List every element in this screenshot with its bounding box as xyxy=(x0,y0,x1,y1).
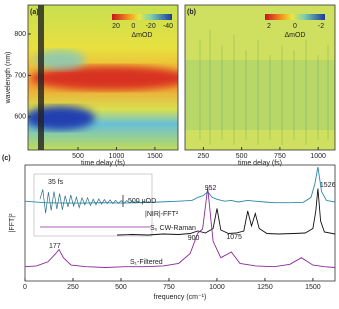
annotation: 35 fs xyxy=(48,179,64,186)
colorbar-a xyxy=(112,14,172,20)
colorbar-tick-label: -40 xyxy=(163,23,173,30)
frame-c xyxy=(24,164,336,282)
inset-trace xyxy=(39,189,150,214)
colorbar-tick-label: -20 xyxy=(146,23,156,30)
x-axis-label: time delay (fs) xyxy=(81,160,125,167)
annotation: 900 xyxy=(188,235,200,242)
x-tick-label: 1000 xyxy=(209,284,225,291)
spectrum xyxy=(117,188,336,236)
x-tick-label: 1000 xyxy=(310,153,326,160)
inset-frame xyxy=(33,173,153,237)
x-tick-label: 250 xyxy=(198,153,210,160)
x-axis-label: time delay (fs) xyxy=(238,160,282,167)
y-axis-label: |FFT|² xyxy=(9,213,16,232)
y-tick-label: 800 xyxy=(14,31,26,38)
x-axis-label: frequency (cm⁻¹) xyxy=(154,294,207,301)
frame-b xyxy=(184,4,336,151)
panel-label: (b) xyxy=(187,9,196,16)
y-tick-label: 600 xyxy=(14,114,26,121)
annotation: 1526 xyxy=(320,182,336,189)
series-label: |NIR|-FFT² xyxy=(145,211,179,218)
x-tick-label: 250 xyxy=(67,284,79,291)
colorbar-b xyxy=(265,14,325,20)
annotation: 952 xyxy=(205,185,217,192)
colorbar-tick-label: 2 xyxy=(267,23,271,30)
frame-a xyxy=(27,4,179,151)
colorbar-label: ΔmOD xyxy=(284,32,305,39)
heatmap-b xyxy=(185,5,335,150)
annotation: 177 xyxy=(49,243,61,250)
y-tick-label: 700 xyxy=(14,72,26,79)
spectrum xyxy=(24,187,336,268)
series-label: S₁-Filtered xyxy=(130,259,163,266)
annotation: 500 μOD xyxy=(128,198,156,205)
x-tick-label: 1500 xyxy=(305,284,321,291)
y-axis-label: wavelength (nm) xyxy=(5,52,12,105)
panel-label: (a) xyxy=(30,9,39,16)
x-tick-label: 750 xyxy=(274,153,286,160)
panel-label: (c) xyxy=(2,155,11,162)
x-tick-label: 750 xyxy=(163,284,175,291)
x-tick-label: 1000 xyxy=(109,153,125,160)
x-tick-label: 1500 xyxy=(147,153,163,160)
colorbar-tick-label: 20 xyxy=(112,23,120,30)
colorbar-tick-label: 0 xyxy=(131,23,135,30)
x-tick-label: 1250 xyxy=(257,284,273,291)
series-label: S₀ CW-Raman xyxy=(150,225,196,232)
colorbar-label: ΔmOD xyxy=(131,32,152,39)
heatmap-a xyxy=(28,5,178,150)
x-tick-label: 500 xyxy=(72,153,84,160)
x-tick-label: 500 xyxy=(115,284,127,291)
x-tick-label: 500 xyxy=(236,153,248,160)
x-tick-label: 0 xyxy=(23,284,27,291)
annotation: 1075 xyxy=(226,234,242,241)
colorbar-tick-label: 0 xyxy=(293,23,297,30)
colorbar-tick-label: -2 xyxy=(318,23,324,30)
